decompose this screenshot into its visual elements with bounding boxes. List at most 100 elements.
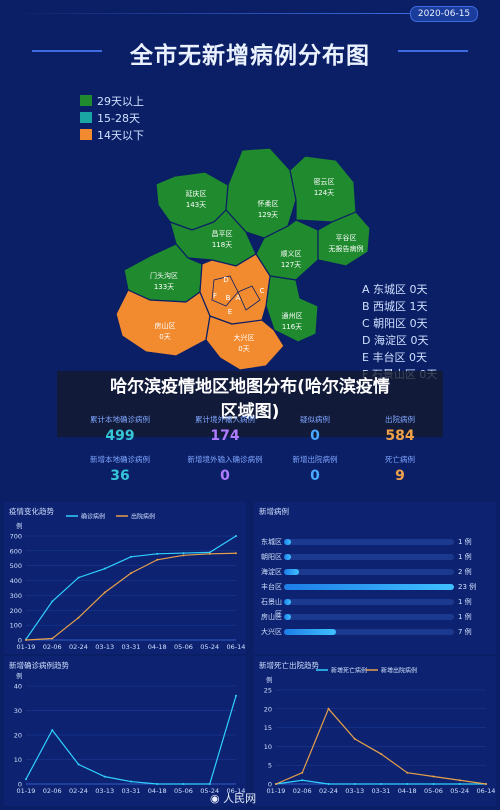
district-list-item: E 丰台区 0天 [362, 351, 427, 364]
y-tick-label: 600 [10, 547, 22, 555]
bar-fill [284, 539, 292, 545]
data-point [353, 737, 356, 740]
map-label-name: 怀柔区 [258, 199, 279, 208]
map-label-name: 顺义区 [281, 250, 302, 258]
bar-row: 大兴区 7 例 [258, 626, 498, 638]
data-point [301, 771, 304, 774]
map-label-days: 118天 [212, 241, 232, 249]
header-divider [8, 13, 410, 14]
series-line [25, 695, 237, 785]
title-decoration-left [32, 50, 102, 52]
district-list-item: D 海淀区 0天 [362, 334, 429, 347]
x-tick-label: 05-06 [174, 787, 193, 795]
y-tick-label: 25 [264, 687, 272, 695]
data-point [77, 576, 80, 579]
data-point [51, 637, 54, 640]
map-region-pinggu[interactable] [317, 211, 371, 267]
x-tick-label: 03-31 [122, 787, 141, 795]
map-label-name: 门头沟区 [150, 271, 178, 280]
stat-value: 0 [310, 428, 320, 444]
stat-card: 新增出院病例 0 [265, 454, 365, 484]
district-list: A 东城区 0天 B 西城区 1天 C 朝阳区 0天 D 海淀区 0天 E 丰台… [362, 281, 437, 383]
map-letter: D [223, 276, 228, 284]
x-tick-label: 03-31 [372, 787, 391, 795]
y-tick-label: 15 [264, 724, 272, 732]
legend-label: 29天以上 [97, 94, 144, 108]
bar-fill [284, 629, 336, 635]
stat-value: 499 [105, 428, 135, 444]
chart-deaths-discharges: 25 20 15 10 5 0 例 01-19 02-06 02-24 03-13 03-31 04-1… [264, 667, 496, 796]
stat-label: 新增境外输入确诊病例 [187, 455, 263, 464]
stat-value: 584 [385, 428, 415, 444]
bar-track [284, 569, 454, 575]
data-point [130, 780, 132, 783]
x-tick-label: 01-19 [267, 787, 286, 795]
data-point [275, 783, 277, 785]
legend-item: 14天以下 [80, 126, 144, 143]
map-label-days: 127天 [281, 261, 301, 269]
stat-value: 0 [310, 468, 320, 484]
map-label-days: 0天 [159, 333, 170, 341]
data-point [182, 552, 185, 555]
x-tick-label: 03-13 [345, 787, 364, 795]
map-label-days: 0天 [238, 345, 249, 353]
y-tick-label: 20 [264, 705, 272, 713]
map-label-days: 129天 [258, 211, 278, 219]
x-tick-label: 05-24 [450, 787, 469, 795]
stat-label: 出院病例 [385, 415, 415, 424]
bar-fill [284, 554, 292, 560]
map-letter: A [236, 294, 241, 302]
stat-value: 0 [220, 468, 230, 484]
stat-label: 新增本地确诊病例 [90, 455, 150, 464]
map-region-tongzhou[interactable] [265, 275, 319, 343]
x-tick-label: 02-24 [69, 787, 88, 795]
data-point [77, 616, 80, 619]
bar-track [284, 629, 454, 635]
watermark: ◉ 人民网 [210, 790, 256, 806]
bar-track [284, 539, 454, 545]
x-tick-label: 05-24 [200, 643, 219, 651]
data-point [130, 555, 132, 558]
data-point [103, 775, 106, 778]
y-tick-label: 300 [10, 592, 22, 600]
date-badge: 2020-06-15 [410, 6, 478, 22]
stat-label: 疑似病例 [300, 415, 330, 424]
x-tick-label: 05-06 [174, 643, 193, 651]
map-legend: 29天以上 15-28天 14天以下 [80, 92, 144, 143]
y-tick-label: 700 [10, 533, 22, 541]
x-tick-label: 02-06 [43, 643, 62, 651]
map-letter: F [213, 292, 217, 300]
bar-track [284, 584, 454, 590]
legend-item: 15-28天 [80, 109, 144, 126]
bar-row: 房山区 1 例 [258, 611, 498, 623]
bar-category: 丰台区 [261, 583, 282, 591]
title-decoration-right [398, 50, 468, 52]
weibo-icon: ◉ [210, 792, 224, 805]
chart-trend: 700 600 500 400 300 200 100 0 例 01-19 02-06 02-24 03… [10, 513, 246, 652]
bar-value-label: 23 例 [458, 583, 477, 591]
x-tick-label: 06-14 [227, 787, 246, 795]
stat-card: 累计境外输入病例 174 [175, 414, 275, 444]
map-letter: C [260, 287, 265, 295]
y-tick-label: 400 [10, 577, 22, 585]
bar-row: 东城区 1 例 [258, 536, 498, 548]
banner-line: 哈尔滨疫情地区地图分布(哈尔滨疫情 [110, 377, 390, 397]
x-tick-label: 06-14 [227, 643, 246, 651]
bar-category: 大兴区 [261, 628, 282, 636]
legend-label: 新增死亡病例 [331, 667, 367, 675]
legend-label: 确诊病例 [81, 513, 105, 521]
bar-fill [284, 599, 292, 605]
x-tick-label: 03-13 [95, 787, 114, 795]
x-tick-label: 06-14 [477, 787, 496, 795]
y-axis-label: 例 [266, 675, 273, 684]
stat-card: 新增本地确诊病例 36 [70, 454, 170, 484]
x-tick-label: 03-31 [122, 643, 141, 651]
data-point [182, 554, 185, 557]
bar-value-label: 2 例 [458, 568, 472, 576]
data-point [406, 783, 409, 785]
panel-new-cases: 新增病例 东城区 1 例朝阳区 1 例海淀区 2 例丰台区 23 例石景山区 1 例房山区… [254, 502, 496, 654]
stat-label: 累计境外输入病例 [195, 415, 255, 424]
map-region-urban[interactable] [199, 253, 271, 325]
data-point [130, 572, 132, 575]
data-point [77, 763, 80, 766]
